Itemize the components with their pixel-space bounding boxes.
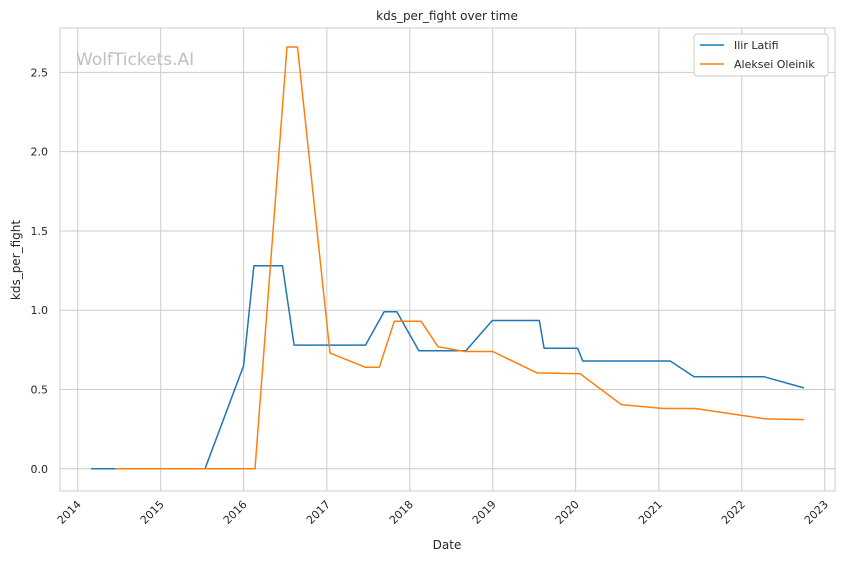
series-lines	[91, 46, 805, 470]
x-tick-label: 2023	[802, 498, 831, 527]
x-tick-label: 2014	[55, 498, 84, 527]
watermark: WolfTickets.AI	[76, 50, 194, 70]
x-tick-label: 2016	[221, 498, 250, 527]
x-tick-label: 2022	[719, 498, 748, 527]
chart-title: kds_per_fight over time	[376, 9, 518, 23]
legend: Ilir Latifi Aleksei Oleinik	[693, 33, 829, 77]
y-tick-label: 1.5	[31, 225, 49, 238]
x-tick-label: 2015	[138, 498, 167, 527]
series-line-aleksei-oleinik	[115, 46, 804, 470]
x-tick-label: 2020	[553, 498, 582, 527]
x-axis-title: Date	[433, 538, 462, 552]
y-axis-title: kds_per_fight	[9, 220, 23, 301]
x-tick-label: 2017	[304, 498, 333, 527]
y-tick-label: 1.0	[31, 304, 49, 317]
x-tick-label: 2019	[470, 498, 499, 527]
legend-label-ilir-latifi: Ilir Latifi	[734, 39, 779, 52]
y-tick-label: 2.5	[31, 66, 49, 79]
legend-box	[693, 33, 829, 77]
y-tick-label: 0.5	[31, 384, 49, 397]
legend-label-aleksei-oleinik: Aleksei Oleinik	[734, 58, 815, 71]
y-tick-label: 2.0	[31, 146, 49, 159]
x-tick-label: 2021	[636, 498, 665, 527]
y-axis-ticks: 0.0 0.5 1.0 1.5 2.0 2.5	[31, 66, 49, 475]
plot-area	[59, 27, 836, 492]
y-tick-label: 0.0	[31, 463, 49, 476]
x-axis-ticks: 2014 2015 2016 2017 2018 2019 2020 2021 2022 2023	[55, 498, 831, 527]
x-tick-label: 2018	[387, 498, 416, 527]
series-line-ilir-latifi	[91, 265, 805, 470]
